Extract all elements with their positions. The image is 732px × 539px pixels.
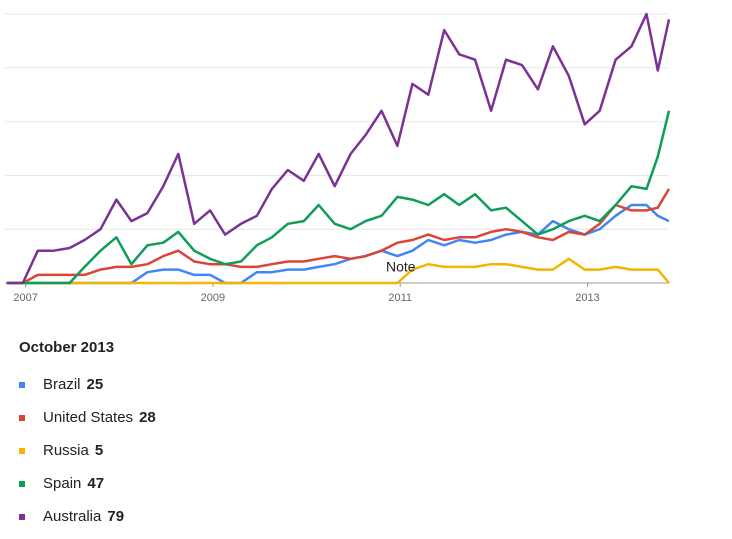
legend-entry: United States 28 bbox=[43, 409, 156, 426]
legend-value: 5 bbox=[95, 442, 103, 459]
legend-name: Brazil bbox=[43, 376, 81, 393]
x-tick-label: 2013 bbox=[575, 292, 599, 304]
legend-value: 28 bbox=[139, 409, 156, 426]
legend-value: 79 bbox=[107, 508, 124, 525]
legend-entry: Brazil 25 bbox=[43, 376, 103, 393]
legend-name: United States bbox=[43, 409, 133, 426]
legend-name: Australia bbox=[43, 508, 102, 525]
legend-swatch bbox=[19, 448, 25, 454]
legend-swatch bbox=[19, 415, 25, 421]
legend-name: Spain bbox=[43, 475, 81, 492]
legend-entry: Spain 47 bbox=[43, 475, 104, 492]
x-tick-label: 2011 bbox=[388, 292, 412, 304]
legend-swatch bbox=[19, 382, 25, 388]
legend-name: Russia bbox=[43, 442, 90, 459]
annotation: Note bbox=[386, 259, 416, 275]
x-tick-label: 2009 bbox=[201, 292, 225, 304]
series-line bbox=[6, 12, 671, 285]
series-line bbox=[6, 110, 671, 285]
legend-entry: Australia 79 bbox=[43, 508, 124, 525]
legend-value: 47 bbox=[87, 475, 104, 492]
legend-entry: Russia 5 bbox=[43, 442, 103, 459]
series-line bbox=[6, 188, 671, 285]
legend-swatch bbox=[19, 514, 25, 520]
legend-title: October 2013 bbox=[19, 339, 114, 356]
x-tick-label: 2007 bbox=[13, 292, 37, 304]
series-line bbox=[6, 257, 670, 285]
legend-swatch bbox=[19, 481, 25, 487]
legend-value: 25 bbox=[87, 376, 104, 393]
